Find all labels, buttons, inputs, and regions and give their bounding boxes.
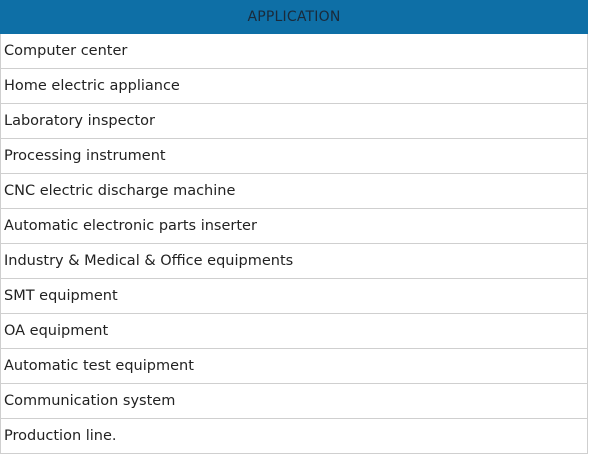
table-row: Home electric appliance <box>0 68 588 104</box>
table-row: Communication system <box>0 383 588 419</box>
table-row: Computer center <box>0 33 588 69</box>
application-cell: Production line. <box>0 418 588 454</box>
application-cell: Automatic test equipment <box>0 348 588 384</box>
table-header-row: APPLICATION <box>0 0 588 34</box>
table-row: Production line. <box>0 418 588 454</box>
application-cell: Automatic electronic parts inserter <box>0 208 588 244</box>
table-row: Laboratory inspector <box>0 103 588 139</box>
table-row: Automatic test equipment <box>0 348 588 384</box>
table-row: OA equipment <box>0 313 588 349</box>
application-cell: Industry & Medical & Office equipments <box>0 243 588 279</box>
application-cell: Computer center <box>0 33 588 69</box>
application-cell: Communication system <box>0 383 588 419</box>
table-row: SMT equipment <box>0 278 588 314</box>
table-row: Automatic electronic parts inserter <box>0 208 588 244</box>
application-cell: SMT equipment <box>0 278 588 314</box>
application-header: APPLICATION <box>0 0 588 34</box>
application-cell: Home electric appliance <box>0 68 588 104</box>
application-cell: Processing instrument <box>0 138 588 174</box>
table-row: Industry & Medical & Office equipments <box>0 243 588 279</box>
application-cell: OA equipment <box>0 313 588 349</box>
table-row: Processing instrument <box>0 138 588 174</box>
application-cell: Laboratory inspector <box>0 103 588 139</box>
application-cell: CNC electric discharge machine <box>0 173 588 209</box>
table-row: CNC electric discharge machine <box>0 173 588 209</box>
